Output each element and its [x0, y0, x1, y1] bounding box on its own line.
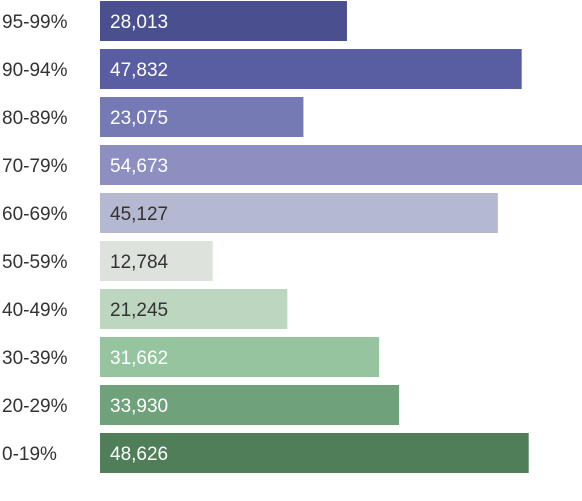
value-label: 54,673	[110, 156, 168, 177]
value-label: 31,662	[110, 348, 168, 369]
bar	[100, 193, 498, 233]
category-label: 20-29%	[2, 396, 68, 417]
bar	[100, 49, 522, 89]
category-label: 0-19%	[2, 444, 57, 465]
bar	[100, 385, 400, 425]
value-label: 33,930	[110, 396, 168, 417]
bar	[100, 433, 529, 473]
value-label: 23,075	[110, 108, 168, 129]
bar	[100, 1, 347, 41]
value-label: 45,127	[110, 204, 168, 225]
bar	[100, 241, 213, 281]
category-label: 50-59%	[2, 252, 68, 273]
value-label: 48,626	[110, 444, 168, 465]
bar	[100, 289, 288, 329]
value-label: 47,832	[110, 60, 168, 81]
category-label: 70-79%	[2, 156, 68, 177]
category-label: 80-89%	[2, 108, 68, 129]
category-label: 95-99%	[2, 12, 68, 33]
value-label: 12,784	[110, 252, 169, 273]
category-label: 40-49%	[2, 300, 68, 321]
category-label: 60-69%	[2, 204, 68, 225]
bar	[100, 97, 304, 137]
value-label: 21,245	[110, 300, 168, 321]
category-label: 90-94%	[2, 60, 68, 81]
bar	[100, 337, 380, 377]
category-label: 30-39%	[2, 348, 68, 369]
value-label: 28,013	[110, 12, 168, 33]
bar	[100, 145, 582, 185]
